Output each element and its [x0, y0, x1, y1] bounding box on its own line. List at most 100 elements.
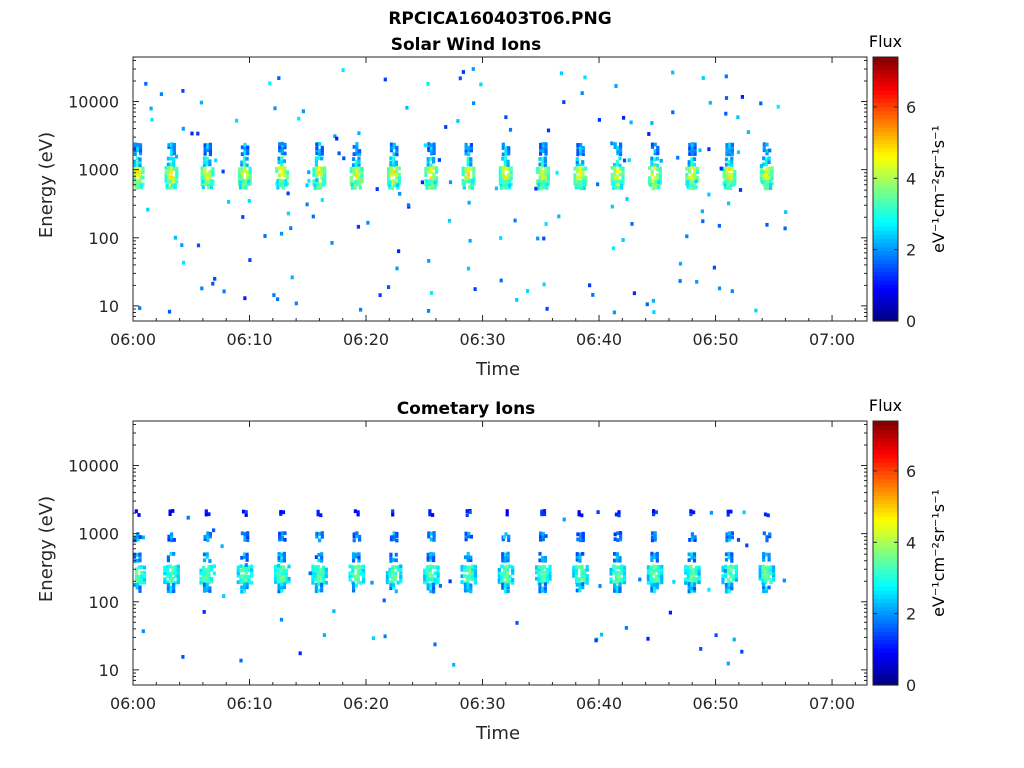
flux-cell	[503, 552, 507, 557]
flux-cell	[687, 589, 691, 594]
flux-point	[784, 210, 788, 214]
plot-frame	[132, 420, 868, 686]
flux-cell	[508, 179, 512, 183]
flux-cell	[497, 577, 501, 582]
flux-cell	[725, 152, 729, 157]
flux-cell	[655, 585, 659, 590]
flux-cell	[242, 574, 246, 578]
flux-point	[202, 610, 206, 614]
flux-point	[627, 158, 631, 162]
flux-cell	[432, 589, 436, 594]
flux-cell	[167, 166, 171, 170]
flux-cell	[650, 169, 654, 174]
flux-point	[598, 584, 602, 588]
flux-cell	[692, 571, 696, 575]
flux-cell	[423, 574, 427, 579]
flux-cell	[621, 170, 625, 174]
colorbar-segment	[873, 135, 898, 141]
flux-cell	[690, 532, 694, 536]
flux-cell	[502, 182, 506, 187]
flux-cell	[579, 186, 584, 191]
flux-cell	[613, 537, 617, 542]
flux-point	[196, 243, 201, 248]
flux-cell	[242, 156, 247, 161]
flux-cell	[467, 531, 471, 536]
flux-cell	[650, 172, 654, 177]
flux-cell	[541, 532, 545, 536]
flux-point	[714, 633, 718, 638]
flux-cell	[391, 577, 395, 581]
flux-cell	[396, 568, 400, 572]
flux-cell	[732, 565, 736, 569]
flux-point	[588, 283, 592, 288]
flux-cell	[244, 179, 248, 184]
flux-cell	[758, 576, 762, 581]
flux-cell	[355, 173, 359, 177]
flux-cell	[730, 586, 734, 591]
flux-point	[406, 203, 411, 208]
flux-cell	[317, 170, 321, 175]
flux-cell	[244, 185, 248, 190]
flux-cell	[240, 531, 244, 536]
colorbar-segment	[873, 176, 898, 182]
flux-cell	[650, 531, 655, 536]
flux-cell	[392, 142, 396, 147]
flux-cell	[762, 145, 766, 150]
flux-cell	[650, 551, 654, 556]
flux-cell	[609, 579, 613, 584]
flux-point	[438, 584, 442, 588]
flux-cell	[349, 176, 353, 180]
flux-point	[263, 234, 267, 238]
flux-cell	[353, 574, 358, 579]
flux-cell	[468, 568, 472, 573]
flux-cell	[246, 535, 250, 539]
flux-cell	[176, 571, 180, 576]
flux-cell	[206, 534, 210, 538]
flux-cell	[768, 534, 772, 539]
flux-point	[712, 265, 716, 270]
flux-cell	[687, 169, 692, 173]
flux-cell	[320, 552, 324, 556]
flux-cell	[283, 151, 287, 156]
flux-cell	[503, 156, 507, 161]
flux-cell	[506, 589, 510, 594]
flux-cell	[582, 186, 586, 190]
x-axis-label: Time	[475, 359, 520, 380]
flux-point	[580, 91, 584, 95]
flux-cell	[733, 176, 737, 180]
flux-cell	[508, 579, 512, 584]
flux-cell	[245, 156, 249, 161]
flux-cell	[686, 565, 690, 570]
flux-cell	[319, 571, 323, 575]
colorbar-segment	[873, 623, 898, 628]
flux-cell	[208, 152, 212, 157]
flux-cell	[764, 589, 768, 593]
flux-cell	[616, 149, 620, 153]
colorbar-segment	[873, 421, 898, 426]
flux-cell	[279, 574, 283, 579]
flux-cell	[693, 169, 697, 174]
flux-cell	[389, 583, 393, 588]
flux-cell	[244, 574, 248, 579]
flux-cell	[199, 571, 203, 576]
flux-cell	[313, 568, 318, 573]
flux-point	[458, 76, 462, 81]
flux-cell	[540, 512, 544, 517]
flux-cell	[652, 568, 656, 573]
flux-cell	[541, 160, 545, 165]
flux-cell	[767, 585, 771, 590]
colorbar-unit-label: eV⁻¹cm⁻²sr⁻¹s⁻¹	[929, 125, 948, 253]
flux-cell	[280, 552, 284, 557]
flux-cell	[318, 152, 322, 156]
flux-cell	[463, 568, 467, 573]
flux-cell	[205, 162, 209, 167]
flux-cell	[435, 176, 439, 181]
colorbar-segment	[873, 94, 898, 99]
flux-cell	[769, 580, 773, 584]
flux-cell	[469, 555, 473, 560]
flux-cell	[653, 531, 657, 535]
flux-cell	[580, 564, 584, 569]
flux-cell	[620, 564, 624, 569]
flux-cell	[507, 151, 511, 156]
flux-cell	[205, 172, 210, 177]
